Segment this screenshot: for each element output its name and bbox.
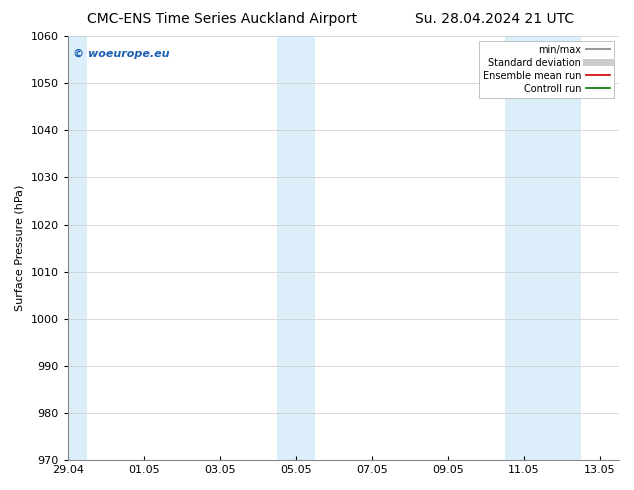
Legend: min/max, Standard deviation, Ensemble mean run, Controll run: min/max, Standard deviation, Ensemble me… (479, 41, 614, 98)
Bar (68, 36, 87, 460)
Y-axis label: Surface Pressure (hPa): Surface Pressure (hPa) (15, 185, 25, 311)
Text: CMC-ENS Time Series Auckland Airport: CMC-ENS Time Series Auckland Airport (87, 12, 357, 26)
Text: Su. 28.04.2024 21 UTC: Su. 28.04.2024 21 UTC (415, 12, 574, 26)
Text: © woeurope.eu: © woeurope.eu (73, 49, 170, 59)
Bar (505, 36, 581, 460)
Bar (277, 36, 315, 460)
